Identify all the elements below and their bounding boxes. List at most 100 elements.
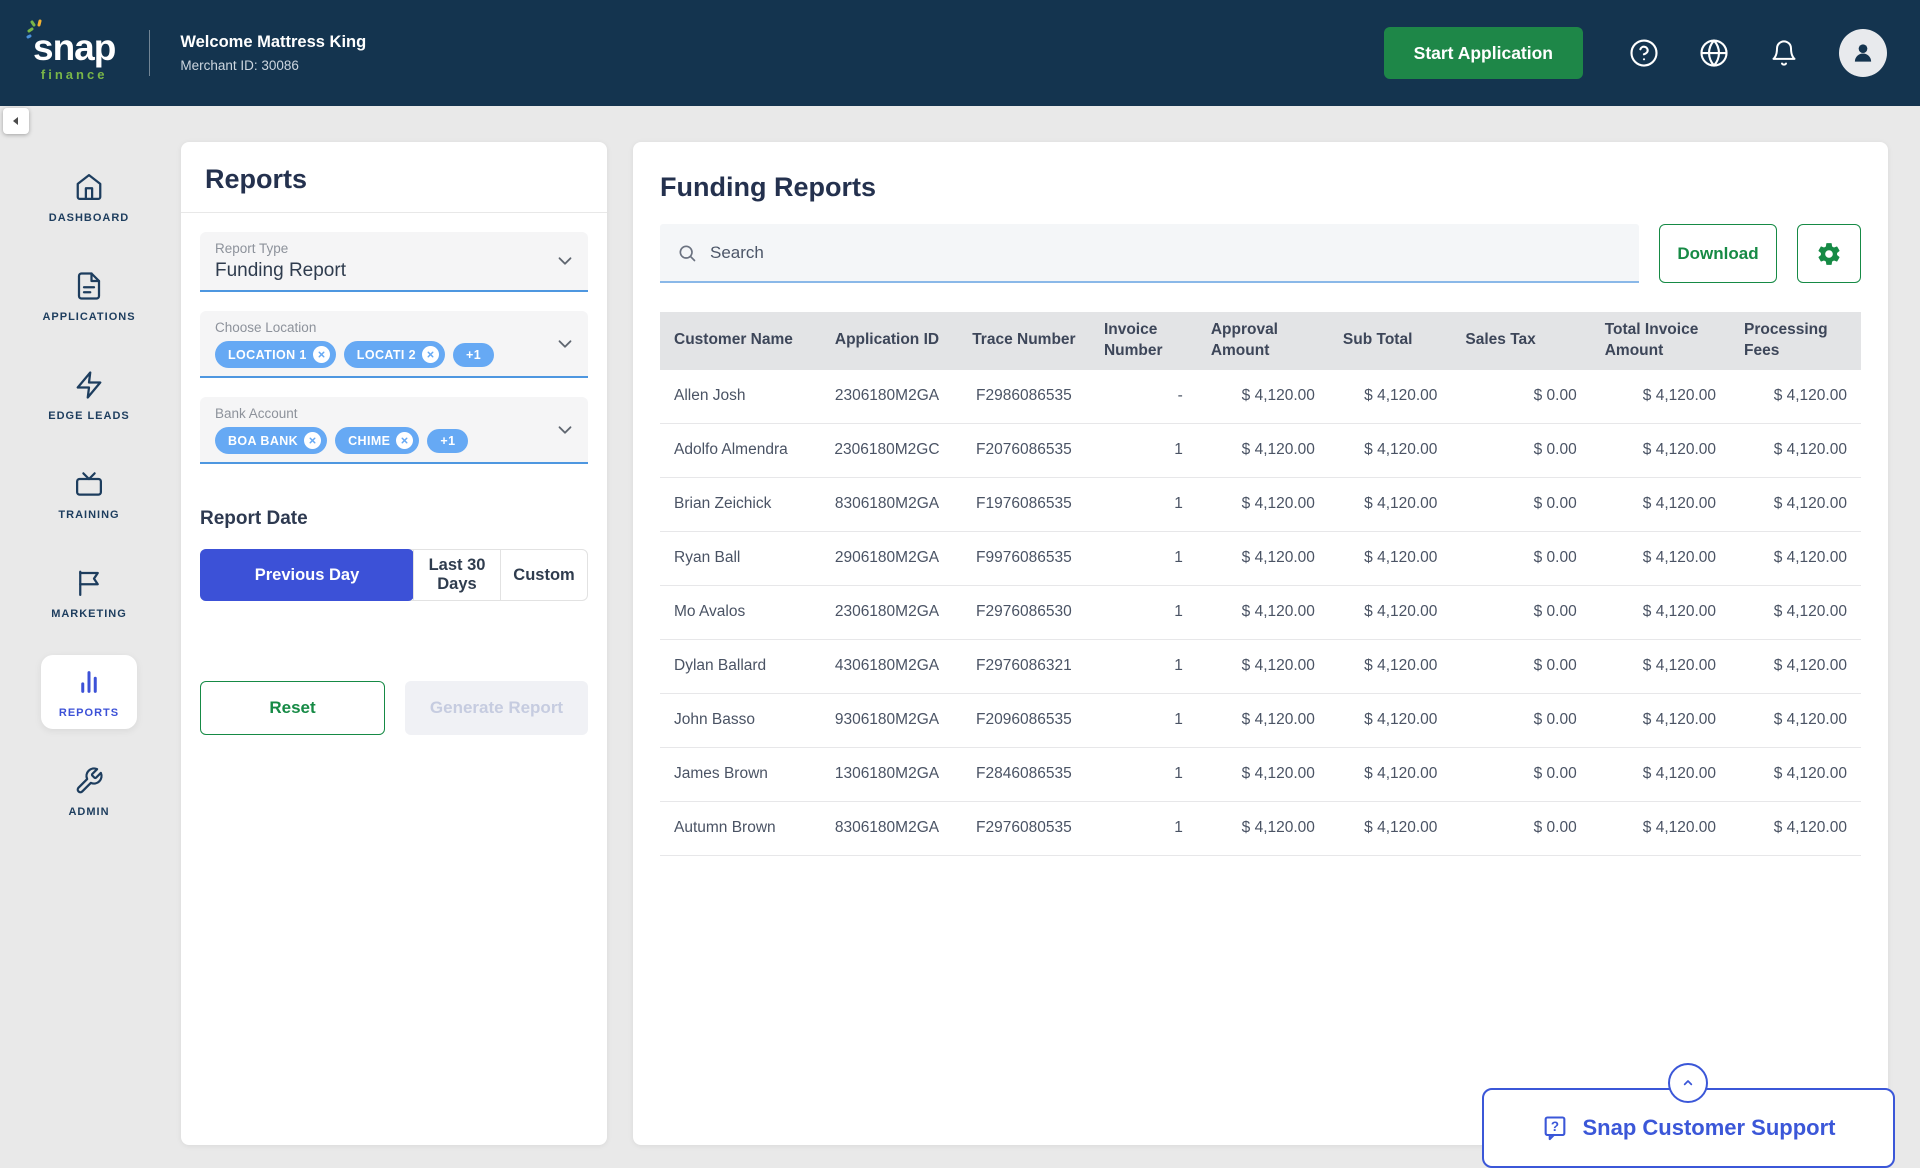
table-cell: 1 — [1090, 495, 1197, 513]
table-cell: F2976086321 — [958, 657, 1090, 675]
sidebar-item-edge-leads[interactable]: EDGE LEADS — [41, 358, 137, 432]
table-cell: 1 — [1090, 657, 1197, 675]
funding-reports-panel: Funding Reports Download Customer NameAp… — [633, 142, 1888, 1145]
table-body: Allen Josh2306180M2GAF2986086535-$ 4,120… — [660, 370, 1861, 856]
table-cell: $ 4,120.00 — [1730, 765, 1861, 783]
date-option-last-30-days[interactable]: Last 30 Days — [413, 550, 500, 600]
start-application-button[interactable]: Start Application — [1384, 27, 1583, 79]
table-cell: 9306180M2GA — [816, 711, 958, 729]
sidebar-item-label: ADMIN — [68, 806, 109, 818]
table-row: James Brown1306180M2GAF28460865351$ 4,12… — [660, 748, 1861, 802]
table-row: Autumn Brown8306180M2GAF29760805351$ 4,1… — [660, 802, 1861, 856]
table-cell: $ 4,120.00 — [1197, 819, 1329, 837]
sidebar-item-reports[interactable]: REPORTS — [41, 655, 137, 729]
chevron-down-icon — [554, 250, 576, 272]
download-button[interactable]: Download — [1659, 224, 1777, 283]
sidebar: DASHBOARD APPLICATIONS EDGE LEADS TRAINI… — [0, 106, 178, 1158]
document-icon — [74, 271, 104, 301]
table-cell: $ 4,120.00 — [1329, 495, 1452, 513]
table-row: Allen Josh2306180M2GAF2986086535-$ 4,120… — [660, 370, 1861, 424]
remove-chip-icon[interactable] — [396, 432, 413, 449]
table-cell: $ 4,120.00 — [1329, 657, 1452, 675]
support-label: Snap Customer Support — [1582, 1115, 1835, 1141]
table-cell: $ 4,120.00 — [1591, 819, 1730, 837]
table-cell: $ 4,120.00 — [1730, 549, 1861, 567]
user-avatar[interactable] — [1839, 29, 1887, 77]
help-icon[interactable] — [1629, 38, 1659, 68]
bank-more-chip[interactable]: +1 — [427, 429, 468, 453]
table-cell: $ 4,120.00 — [1329, 711, 1452, 729]
table-cell: $ 4,120.00 — [1197, 549, 1329, 567]
table-cell: Allen Josh — [660, 387, 816, 405]
sidebar-item-label: TRAINING — [58, 509, 119, 521]
report-date-heading: Report Date — [200, 508, 588, 530]
column-header: Total Invoice Amount — [1591, 312, 1730, 370]
logo-subtext: finance — [41, 68, 108, 81]
generate-report-button[interactable]: Generate Report — [405, 681, 588, 735]
sidebar-item-admin[interactable]: ADMIN — [41, 754, 137, 828]
bank-account-select[interactable]: Bank Account BOA BANK CHIME +1 — [200, 397, 588, 464]
table-cell: $ 4,120.00 — [1730, 495, 1861, 513]
remove-chip-icon[interactable] — [304, 432, 321, 449]
sidebar-item-label: EDGE LEADS — [48, 410, 130, 422]
header-divider — [149, 30, 150, 76]
table-row: Mo Avalos2306180M2GAF29760865301$ 4,120.… — [660, 586, 1861, 640]
reset-button[interactable]: Reset — [200, 681, 385, 735]
table-cell: 4306180M2GA — [816, 657, 958, 675]
column-header: Trace Number — [958, 322, 1090, 359]
table-cell: 2306180M2GA — [816, 387, 958, 405]
table-cell: $ 4,120.00 — [1329, 441, 1452, 459]
table-cell: 1306180M2GA — [816, 765, 958, 783]
search-input[interactable] — [710, 243, 1622, 263]
snap-finance-logo: snap finance — [33, 29, 115, 81]
report-type-select[interactable]: Report Type Funding Report — [200, 232, 588, 292]
table-cell: $ 0.00 — [1451, 819, 1590, 837]
column-header: Sub Total — [1329, 322, 1452, 359]
table-cell: $ 4,120.00 — [1197, 441, 1329, 459]
location-more-chip[interactable]: +1 — [453, 343, 494, 367]
sidebar-item-training[interactable]: TRAINING — [41, 457, 137, 531]
merchant-id: Merchant ID: 30086 — [180, 58, 366, 73]
table-cell: $ 4,120.00 — [1730, 657, 1861, 675]
table-cell: $ 4,120.00 — [1329, 549, 1452, 567]
table-cell: $ 4,120.00 — [1197, 711, 1329, 729]
choose-location-select[interactable]: Choose Location LOCATION 1 LOCATI 2 +1 — [200, 311, 588, 378]
table-cell: $ 4,120.00 — [1197, 657, 1329, 675]
column-header: Customer Name — [660, 322, 816, 359]
reports-filter-panel: Reports Report Type Funding Report Choos… — [181, 142, 607, 1145]
table-cell: 1 — [1090, 711, 1197, 729]
support-expand-button[interactable] — [1668, 1063, 1708, 1103]
sidebar-item-applications[interactable]: APPLICATIONS — [41, 259, 137, 333]
remove-chip-icon[interactable] — [422, 346, 439, 363]
table-cell: $ 4,120.00 — [1730, 603, 1861, 621]
table-cell: $ 4,120.00 — [1197, 765, 1329, 783]
panel-title: Reports — [181, 142, 607, 213]
search-box — [660, 224, 1639, 283]
location-chip: LOCATION 1 — [215, 341, 336, 368]
table-cell: F2096086535 — [958, 711, 1090, 729]
table-cell: Mo Avalos — [660, 603, 816, 621]
flag-icon — [74, 568, 104, 598]
table-cell: $ 4,120.00 — [1329, 387, 1452, 405]
date-option-previous-day[interactable]: Previous Day — [200, 549, 414, 601]
notifications-bell-icon[interactable] — [1769, 38, 1799, 68]
gear-icon — [1816, 241, 1842, 267]
table-cell: $ 0.00 — [1451, 711, 1590, 729]
remove-chip-icon[interactable] — [313, 346, 330, 363]
column-header: Approval Amount — [1197, 312, 1329, 370]
sidebar-item-marketing[interactable]: MARKETING — [41, 556, 137, 630]
date-option-custom[interactable]: Custom — [500, 550, 587, 600]
sidebar-item-label: REPORTS — [59, 707, 119, 719]
table-cell: $ 4,120.00 — [1730, 819, 1861, 837]
language-globe-icon[interactable] — [1699, 38, 1729, 68]
table-cell: F2976080535 — [958, 819, 1090, 837]
table-cell: $ 4,120.00 — [1329, 765, 1452, 783]
lightning-icon — [74, 370, 104, 400]
table-cell: 1 — [1090, 441, 1197, 459]
table-row: Dylan Ballard4306180M2GAF29760863211$ 4,… — [660, 640, 1861, 694]
report-type-label: Report Type — [215, 241, 548, 256]
sidebar-item-dashboard[interactable]: DASHBOARD — [41, 160, 137, 234]
logo-sparkle-icon — [25, 17, 47, 39]
table-settings-button[interactable] — [1797, 224, 1861, 283]
chip-label: LOCATI 2 — [357, 348, 416, 362]
